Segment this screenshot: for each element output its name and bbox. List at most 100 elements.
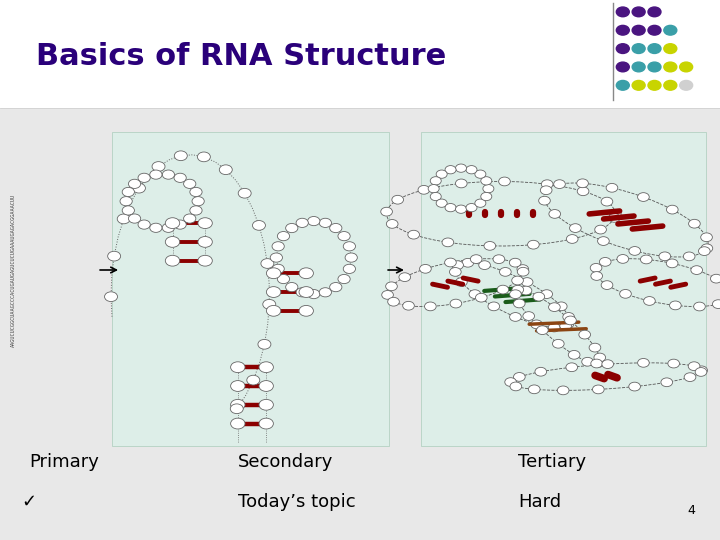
Circle shape [277,274,289,284]
Circle shape [539,197,550,205]
Circle shape [535,367,546,376]
Circle shape [174,220,186,229]
Circle shape [450,299,462,308]
Circle shape [606,184,618,192]
Circle shape [629,382,641,391]
Circle shape [307,217,320,226]
Bar [0,0,720,108]
Circle shape [562,320,574,329]
Circle shape [664,80,677,90]
Circle shape [343,242,356,251]
Circle shape [593,385,604,394]
Circle shape [299,287,313,298]
Circle shape [259,400,274,410]
Circle shape [382,291,393,299]
Circle shape [484,241,495,250]
Circle shape [418,185,430,194]
Circle shape [270,253,282,262]
Text: 4: 4 [687,504,695,517]
Circle shape [445,166,456,174]
Circle shape [617,254,629,264]
Circle shape [150,223,162,232]
Circle shape [601,281,613,289]
Circle shape [593,359,604,367]
Circle shape [166,218,180,228]
Circle shape [299,268,313,279]
Circle shape [392,195,403,204]
Circle shape [540,186,552,194]
Circle shape [684,373,696,382]
Circle shape [456,278,467,286]
Circle shape [166,255,180,266]
Circle shape [591,272,603,280]
Circle shape [445,258,456,267]
Circle shape [266,268,281,279]
Circle shape [683,252,695,261]
Circle shape [552,339,564,348]
Circle shape [408,230,420,239]
Circle shape [594,353,606,362]
Circle shape [497,285,509,294]
Circle shape [609,210,621,218]
Circle shape [122,187,135,197]
Circle shape [632,44,645,53]
Circle shape [644,296,655,305]
Circle shape [230,381,245,392]
Circle shape [591,359,603,368]
Circle shape [469,290,481,299]
Circle shape [559,321,572,330]
Circle shape [436,170,447,178]
Circle shape [470,255,482,264]
Circle shape [632,7,645,17]
Circle shape [680,80,693,90]
Circle shape [664,62,677,72]
Circle shape [184,214,196,223]
Circle shape [648,44,661,53]
Circle shape [436,199,447,207]
Circle shape [451,261,464,269]
Circle shape [554,180,565,188]
Circle shape [640,255,652,264]
Circle shape [319,288,331,297]
Text: Secondary: Secondary [238,453,333,471]
Circle shape [466,166,477,174]
Circle shape [431,192,441,201]
Circle shape [108,251,121,261]
Circle shape [513,299,525,308]
Text: AAGUCUCGGCUAAGCCCACUGAUGAGUCUCUGAAAUGAGACGGAAACUU: AAGUCUCGGCUAAGCCCACUGAUGAGUCUCUGAAAUGAGA… [11,193,15,347]
Circle shape [296,218,308,227]
Circle shape [104,292,117,301]
Circle shape [570,224,581,232]
Circle shape [512,285,523,294]
Circle shape [272,242,284,251]
Circle shape [192,197,204,206]
Circle shape [198,218,212,228]
Circle shape [266,306,281,316]
Circle shape [712,300,720,308]
Circle shape [138,173,150,183]
Circle shape [431,177,441,185]
Circle shape [152,161,165,171]
Circle shape [174,151,187,160]
Circle shape [629,247,641,255]
Circle shape [566,363,577,372]
Circle shape [564,316,576,325]
Circle shape [638,359,649,367]
Circle shape [253,220,266,230]
Circle shape [261,259,274,268]
Circle shape [286,224,298,233]
Circle shape [599,258,611,266]
Circle shape [598,237,609,245]
Circle shape [582,357,593,366]
Circle shape [555,302,567,310]
Circle shape [475,293,487,302]
Circle shape [531,320,542,329]
Circle shape [602,360,613,368]
Circle shape [220,165,233,174]
Circle shape [510,382,522,391]
Circle shape [499,177,510,186]
Circle shape [330,282,342,292]
Circle shape [510,290,521,299]
Text: Today’s topic: Today’s topic [238,493,355,511]
Circle shape [696,368,707,376]
